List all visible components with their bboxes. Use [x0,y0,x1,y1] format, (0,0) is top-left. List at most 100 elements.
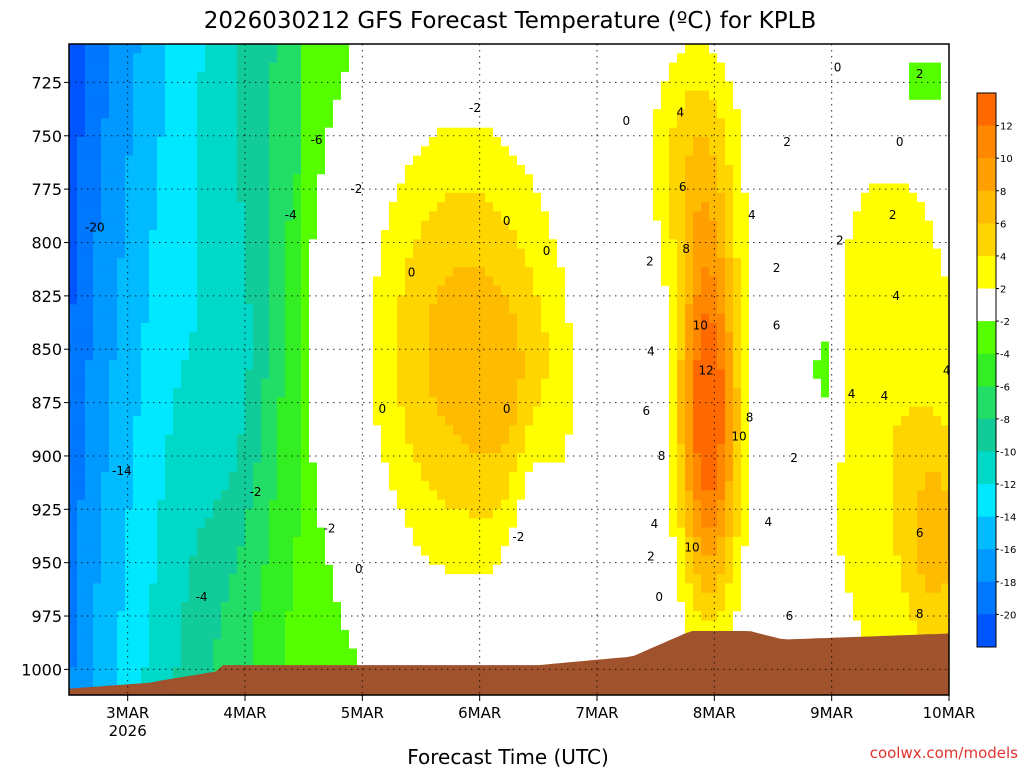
temperature-field [69,44,950,696]
field-cell [205,267,214,278]
field-cell [165,425,174,436]
field-cell [445,509,454,519]
field-cell [165,239,174,250]
field-cell [461,90,470,101]
field-cell [357,388,366,398]
field-cell [605,546,614,557]
field-cell [261,490,270,501]
field-cell [453,425,462,436]
field-cell [221,546,230,557]
field-cell [405,267,414,278]
field-cell [405,602,414,612]
field-cell [157,509,166,519]
field-cell [533,583,542,594]
field-cell [125,471,134,482]
field-cell [517,137,526,147]
field-cell [293,332,302,343]
field-cell [309,648,318,659]
field-cell [365,164,374,175]
field-cell [373,592,382,603]
field-cell [317,388,326,398]
field-cell [605,509,614,519]
field-cell [357,509,366,519]
field-cell [221,62,230,73]
field-cell [189,248,198,259]
field-cell [581,527,590,538]
field-cell [565,527,574,538]
field-cell [413,109,422,119]
field-cell [277,639,286,650]
field-cell [77,481,86,491]
field-cell [477,471,486,482]
field-cell [133,676,142,687]
field-cell [253,295,262,305]
field-cell [429,248,438,259]
field-cell [621,611,630,622]
field-cell [325,518,334,529]
field-cell [117,462,126,473]
field-cell [581,44,590,54]
field-cell [285,564,294,575]
field-cell [117,536,126,547]
field-cell [93,462,102,473]
field-cell [597,425,606,436]
field-cell [349,350,358,361]
field-cell [229,462,238,473]
field-cell [557,648,566,659]
field-cell [349,127,358,138]
field-cell [237,639,246,650]
field-cell [229,397,238,408]
field-cell [421,416,430,426]
field-cell [69,332,78,343]
field-cell [133,220,142,231]
field-cell [501,267,510,278]
field-cell [381,304,390,315]
field-cell [189,657,198,668]
field-cell [461,118,470,129]
field-cell [437,90,446,101]
field-cell [149,332,158,343]
field-cell [293,388,302,398]
field-cell [293,536,302,547]
field-cell [613,192,622,203]
field-cell [397,518,406,529]
field-cell [333,146,342,157]
field-cell [173,183,182,194]
field-cell [141,620,150,631]
field-cell [565,434,574,445]
field-cell [525,536,534,547]
field-cell [389,285,398,296]
field-cell [565,118,574,129]
field-cell [205,434,214,445]
field-cell [213,397,222,408]
field-cell [165,146,174,157]
field-cell [557,44,566,54]
field-cell [125,109,134,119]
field-cell [501,518,510,529]
field-cell [165,62,174,73]
field-cell [349,453,358,464]
field-cell [637,211,646,222]
field-cell [493,499,502,510]
field-cell [381,276,390,287]
field-cell [565,564,574,575]
field-cell [133,648,142,659]
field-cell [253,546,262,557]
field-cell [293,350,302,361]
field-cell [253,471,262,482]
field-cell [117,499,126,510]
field-cell [237,536,246,547]
field-cell [197,44,206,54]
field-cell [533,443,542,454]
field-cell [597,174,606,185]
field-cell [357,53,366,64]
field-cell [157,443,166,454]
field-cell [421,137,430,147]
field-cell [549,44,558,54]
field-cell [589,155,598,166]
field-cell [349,341,358,352]
field-cell [125,285,134,296]
field-cell [181,378,190,389]
field-cell [565,220,574,231]
field-cell [397,416,406,426]
